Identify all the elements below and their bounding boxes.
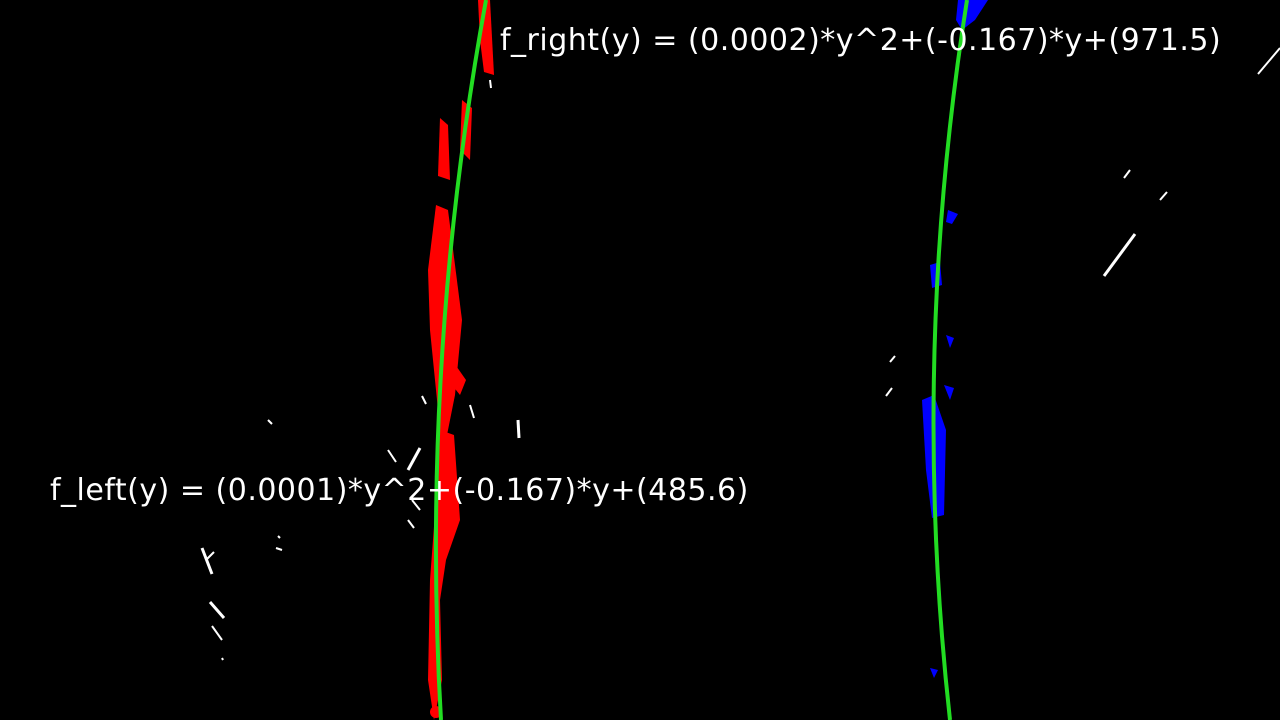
- right-pixel-cluster: [930, 668, 938, 678]
- noise-streak: [267, 419, 273, 425]
- noise-streak: [489, 79, 492, 89]
- left-pixel-cluster: [452, 360, 466, 395]
- noise-streak: [208, 601, 226, 619]
- noise-streak: [469, 404, 475, 419]
- left-pixel-cluster: [438, 118, 450, 180]
- noise-streak: [421, 395, 427, 405]
- noise-pixels: [200, 47, 1280, 661]
- noise-streak: [885, 387, 893, 397]
- noise-streak: [211, 625, 223, 641]
- noise-streak: [1123, 169, 1131, 179]
- noise-streak: [516, 419, 521, 439]
- noise-streak: [205, 551, 215, 561]
- noise-streak: [1159, 191, 1168, 201]
- noise-streak: [889, 355, 896, 363]
- right-lane-fit-line: [931, 0, 969, 720]
- noise-streak: [200, 547, 214, 575]
- noise-streak: [411, 499, 421, 511]
- noise-streak: [221, 657, 224, 661]
- noise-streak: [1257, 47, 1280, 75]
- left-lane-equation: f_left(y) = (0.0001)*y^2+(-0.167)*y+(485…: [50, 473, 749, 508]
- noise-streak: [277, 535, 281, 539]
- right-pixel-cluster: [944, 385, 954, 400]
- right-pixel-cluster: [946, 210, 958, 224]
- noise-streak: [407, 519, 415, 529]
- right-lane-equation: f_right(y) = (0.0002)*y^2+(-0.167)*y+(97…: [500, 23, 1222, 58]
- noise-streak: [387, 449, 397, 463]
- left-lane-fit-line: [433, 0, 488, 720]
- right-pixel-cluster: [946, 335, 954, 348]
- noise-streak: [1102, 233, 1137, 277]
- noise-streak: [275, 547, 283, 551]
- noise-streak: [406, 447, 422, 471]
